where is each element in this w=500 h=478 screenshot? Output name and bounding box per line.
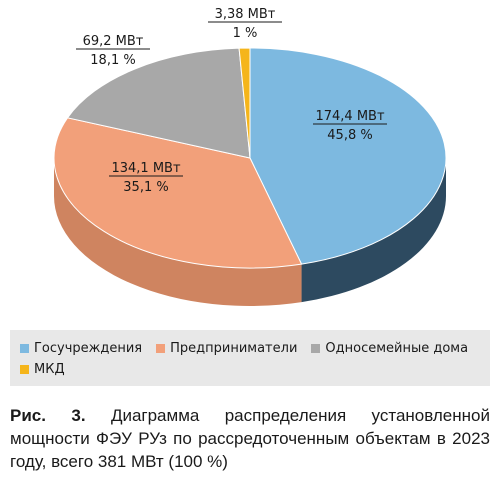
legend-swatch-business: [156, 344, 166, 353]
pie-sides: [54, 158, 446, 306]
slice-percent-label-business: 35,1 %: [123, 180, 168, 195]
legend-row-1: Госучреждения Предприниматели Односемейн…: [20, 338, 480, 359]
figure-caption: Рис. 3. Диаграмма распределения установл…: [10, 404, 490, 473]
pie-slice-business: [53, 117, 303, 269]
slice-percent-label-gov: 45,8 %: [327, 128, 372, 143]
slice-value-label-mkd: 3,38 МВт: [215, 7, 276, 22]
caption-prefix: Рис. 3.: [10, 406, 86, 425]
slice-percent-label-houses: 18,1 %: [90, 53, 135, 68]
legend-row-2: МКД: [20, 359, 480, 380]
legend-swatch-houses: [311, 344, 321, 353]
slice-value-label-business: 134,1 МВт: [111, 161, 180, 176]
pie-side-gov: [301, 158, 446, 303]
legend: Госучреждения Предприниматели Односемейн…: [10, 330, 490, 386]
legend-label-houses: Односемейные дома: [325, 341, 469, 356]
slice-value-label-gov: 174,4 МВт: [315, 109, 384, 124]
pie-slice-houses: [66, 47, 251, 159]
legend-label-gov: Госучреждения: [34, 341, 143, 356]
slice-label-gov: 174,4 МВт 45,8 %: [313, 109, 387, 143]
pie-side-business: [54, 158, 302, 306]
slice-percent-label-mkd: 1 %: [233, 26, 258, 41]
legend-item-gov: Госучреждения: [20, 341, 142, 356]
legend-item-houses: Односемейные дома: [311, 341, 468, 356]
legend-label-business: Предприниматели: [170, 341, 298, 356]
legend-label-mkd: МКД: [34, 362, 65, 377]
legend-item-business: Предприниматели: [156, 341, 297, 356]
caption-text: Диаграмма распределения установленной мо…: [10, 406, 490, 471]
legend-item-mkd: МКД: [20, 362, 65, 377]
slice-label-mkd: 3,38 МВт 1 %: [208, 7, 282, 41]
slice-value-label-houses: 69,2 МВт: [83, 34, 144, 49]
slice-label-houses: 69,2 МВт 18,1 %: [76, 34, 150, 68]
pie-slice-gov: [249, 47, 447, 265]
legend-swatch-mkd: [20, 365, 29, 374]
pie-chart: 174,4 МВт 45,8 % 134,1 МВт 35,1 % 69,2 МВт 18…: [53, 7, 447, 306]
pie-slice-mkd: [238, 47, 251, 159]
legend-swatch-gov: [20, 344, 29, 353]
pie-tops: [53, 47, 447, 269]
pie-labels: 174,4 МВт 45,8 % 134,1 МВт 35,1 % 69,2 МВт 18…: [76, 7, 387, 195]
slice-label-business: 134,1 МВт 35,1 %: [109, 161, 183, 195]
